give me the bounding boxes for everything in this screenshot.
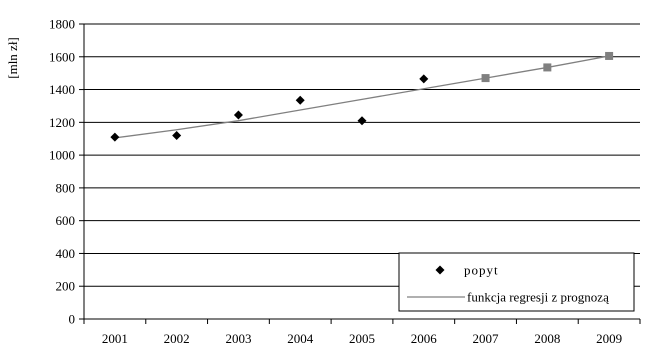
legend-box [398,252,635,312]
gridlines [84,23,640,287]
y-tick-label: 1400 [49,82,75,97]
x-tick-label: 2008 [534,331,560,346]
forecast-point [605,51,614,60]
x-tick-label: 2009 [596,331,622,346]
y-tick-label: 1600 [49,49,75,64]
x-tick-label: 2003 [225,331,251,346]
x-tick-label: 2007 [473,331,500,346]
data-point-popyt [110,132,120,142]
data-point-popyt [357,116,367,126]
y-axis-label: [mln zł] [5,37,20,79]
axes [79,23,641,324]
y-tick-label: 200 [56,279,76,294]
y-tick-label: 600 [56,213,76,228]
legend-item: funkcja regresji z prognozą [407,290,609,305]
regression-line [114,55,610,139]
legend-items: popyt funkcja regresji z prognozą [407,263,609,305]
legend-marker-diamond [435,265,445,275]
data-point-popyt [233,110,243,120]
legend-label: popyt [464,263,499,278]
forecast-point [481,74,490,83]
x-tick-label: 2001 [102,331,128,346]
data-point-popyt [172,130,182,140]
x-tick-label: 2006 [411,331,438,346]
y-tick-label: 800 [56,180,76,195]
legend-label: funkcja regresji z prognozą [467,290,609,305]
data-point-popyt [419,74,429,84]
x-tick-labels: 2001 2002 2003 2004 2005 2006 2007 2008 2009 [102,331,622,346]
y-tick-label: 1000 [49,148,75,163]
x-tick-label: 2005 [349,331,375,346]
y-tick-label: 400 [56,246,76,261]
y-tick-label: 1800 [49,17,75,32]
x-tick-label: 2002 [164,331,190,346]
legend: popyt funkcja regresji z prognozą [398,252,635,312]
y-tick-labels: 0 200 400 600 800 1000 1200 1400 1600 1800 [49,17,75,327]
data-point-popyt [295,95,305,105]
x-tick-label: 2004 [287,331,314,346]
legend-item: popyt [435,263,499,278]
forecast-point [543,63,552,72]
y-tick-label: 1200 [49,115,75,130]
y-tick-label: 0 [69,312,76,327]
series [110,51,614,142]
